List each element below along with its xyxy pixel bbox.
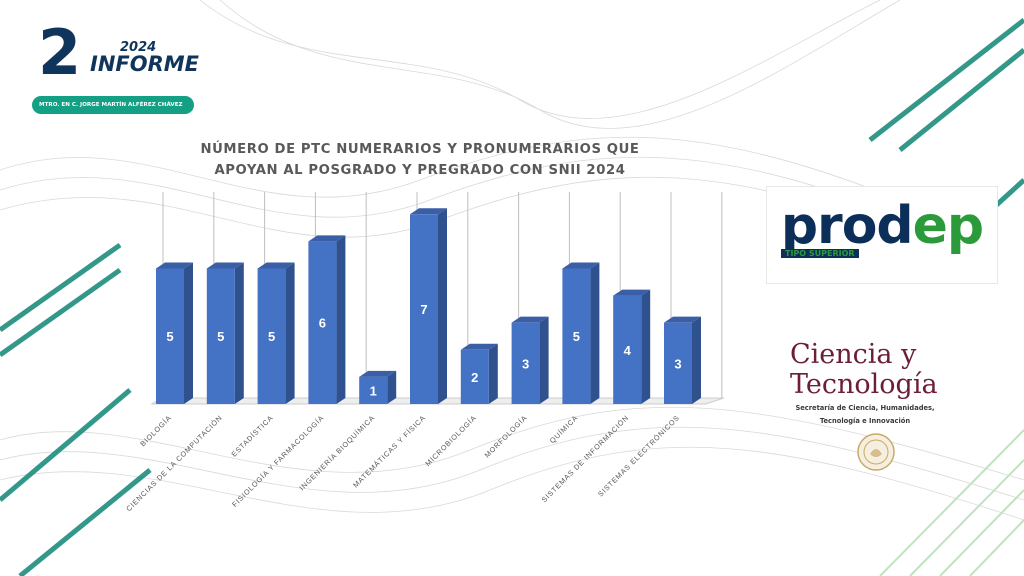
data-label: 5 xyxy=(166,329,173,344)
data-label: 5 xyxy=(573,329,580,344)
bar-top xyxy=(206,262,244,269)
bar-side xyxy=(184,262,193,404)
category-label: QUÍMICA xyxy=(548,413,580,445)
category-label: BIOLOGÍA xyxy=(138,413,173,448)
ciencia-line1: Ciencia y xyxy=(790,339,917,370)
bar-side xyxy=(590,262,600,404)
data-label: 3 xyxy=(522,356,529,371)
bar-top xyxy=(308,235,346,242)
national-seal-icon xyxy=(857,433,895,471)
bar xyxy=(460,349,489,404)
bar-side xyxy=(641,289,651,404)
bar xyxy=(359,376,388,404)
bar xyxy=(664,322,692,404)
report-word: INFORME xyxy=(90,52,199,76)
category-label: CIENCIAS DE LA COMPUTACIÓN xyxy=(124,413,224,513)
report-number: 2 xyxy=(38,16,82,89)
category-label: FISIOLOGÍA Y FARMACOLOGÍA xyxy=(230,413,326,509)
bar-side xyxy=(488,343,498,404)
ciencia-sub1: Secretaría de Ciencia, Humanidades, xyxy=(795,404,935,412)
bar-side xyxy=(692,316,701,404)
category-label: SISTEMAS ELECTRÓNICOS xyxy=(596,413,681,498)
data-label: 6 xyxy=(319,316,326,331)
bar xyxy=(308,241,337,404)
bar-top xyxy=(664,316,701,323)
author-bar: MTRO. EN C. JORGE MARTÍN ALFÉREZ CHÁVEZ xyxy=(32,96,194,114)
report-year: 2024 xyxy=(120,40,157,55)
author-name: MTRO. EN C. JORGE MARTÍN ALFÉREZ CHÁVEZ xyxy=(39,102,183,108)
bar xyxy=(562,268,591,404)
bar-side xyxy=(438,208,447,404)
bar-side xyxy=(234,262,244,404)
prodep-word-a: prod xyxy=(780,196,914,256)
bar xyxy=(257,268,286,404)
data-label: 2 xyxy=(471,370,478,385)
data-label: 7 xyxy=(420,302,427,317)
bar-top xyxy=(562,262,600,269)
category-label: SISTEMAS DE INFORMACIÓN xyxy=(540,413,631,504)
bar-top xyxy=(460,343,498,350)
bar-side xyxy=(387,370,397,404)
data-label: 3 xyxy=(674,356,681,371)
bar xyxy=(206,268,235,404)
ciencia-line2: Tecnología xyxy=(790,369,938,400)
informe-logo: 2 2024 INFORME MTRO. EN C. JORGE MARTÍN … xyxy=(30,22,200,118)
bar-top xyxy=(257,262,295,269)
bar xyxy=(156,268,184,404)
prodep-wordmark: prodep xyxy=(767,193,997,259)
bar xyxy=(613,295,642,404)
ciencia-sub2: Tecnología e Innovación xyxy=(819,417,911,425)
data-label: 4 xyxy=(624,343,632,358)
bar-top xyxy=(511,316,549,323)
data-label: 5 xyxy=(217,329,224,344)
bar-side xyxy=(336,235,346,404)
prodep-word-b: ep xyxy=(912,196,984,256)
bar-top xyxy=(613,289,651,296)
ciencia-tecnologia-logo: Ciencia y Tecnología Secretaría de Cienc… xyxy=(790,340,990,490)
bar-top xyxy=(156,262,193,269)
bar-side xyxy=(285,262,295,404)
bar-top xyxy=(410,208,447,215)
chart-title: NÚMERO DE PTC NUMERARIOS Y PRONUMERARIOS… xyxy=(170,139,670,181)
category-label: MORFOLOGÍA xyxy=(483,413,529,459)
chart-title-line1: NÚMERO DE PTC NUMERARIOS Y PRONUMERARIOS… xyxy=(200,142,640,157)
data-label: 5 xyxy=(268,329,275,344)
data-label: 1 xyxy=(370,383,377,398)
bar-side xyxy=(539,316,549,404)
bar xyxy=(410,214,438,404)
bar-top xyxy=(359,370,397,377)
chart-title-line2: APOYAN AL POSGRADO Y PREGRADO CON SNII 2… xyxy=(214,163,626,178)
category-label: ESTADÍSTICA xyxy=(229,413,275,459)
category-label: MICROBIOLOGÍA xyxy=(423,413,478,468)
bar xyxy=(511,322,540,404)
prodep-logo: prodep TIPO SUPERIOR xyxy=(766,186,998,284)
prodep-subtitle: TIPO SUPERIOR xyxy=(781,249,859,258)
